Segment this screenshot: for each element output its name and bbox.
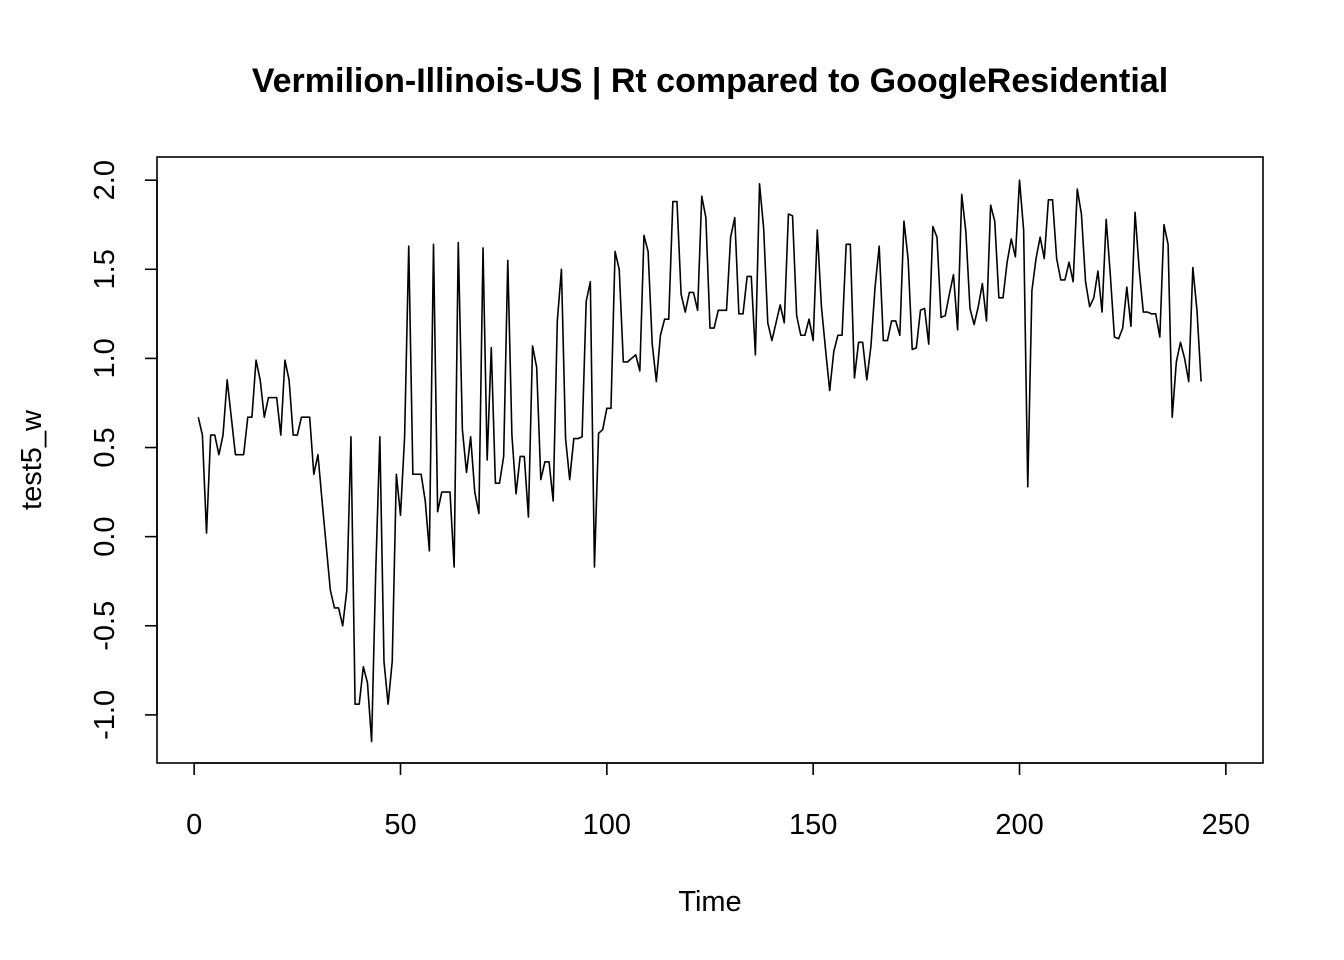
y-tick-label: 0.5 [89,427,121,467]
x-axis-label: Time [678,886,741,918]
x-tick-label: 0 [186,809,202,841]
plot-frame [156,156,1264,764]
chart-title: Vermilion-Illinois-US | Rt compared to G… [252,62,1168,100]
x-tick-label: 200 [995,809,1043,841]
y-tick-label: 0.0 [89,516,121,556]
series-line-test5_w [197,179,1202,743]
y-tick-label: -0.5 [89,601,121,651]
y-tick-label: 2.0 [89,160,121,200]
x-tick-label: 50 [384,809,416,841]
y-tick-label: -1.0 [89,690,121,740]
x-tick-label: 250 [1202,809,1250,841]
x-axis: 0 50 100 150 200 250 [186,762,1250,841]
y-tick-label: 1.5 [89,249,121,289]
y-axis: -1.0 -0.5 0.0 0.5 1.0 1.5 2.0 [89,160,158,740]
y-tick-label: 1.0 [89,338,121,378]
x-tick-label: 100 [583,809,631,841]
y-axis-label: test5_w [16,409,48,510]
x-tick-label: 150 [789,809,837,841]
